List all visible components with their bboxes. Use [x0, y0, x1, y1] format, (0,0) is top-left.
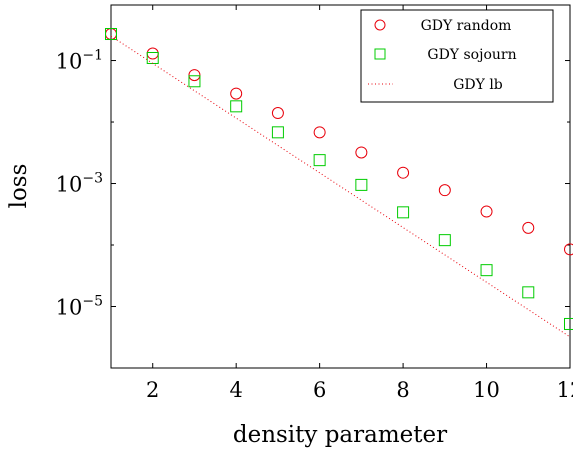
gdy-random-point — [522, 221, 535, 234]
y-axis-label: loss — [6, 164, 32, 209]
legend-marker-sojourn — [374, 48, 386, 60]
gdy-random-point — [146, 47, 159, 60]
legend-label-lb: GDY lb — [453, 77, 503, 93]
gdy-random-point — [397, 166, 410, 179]
gdy-sojourn-point — [397, 206, 410, 219]
x-axis-label: density parameter — [233, 422, 447, 448]
x-tick-label: 4 — [229, 378, 242, 402]
gdy-sojourn-point — [355, 178, 368, 191]
gdy-random-point — [271, 107, 284, 120]
x-tick-label: 12 — [557, 378, 573, 402]
y-tick-label: 10−1 — [56, 48, 103, 74]
gdy-sojourn-point — [230, 100, 243, 113]
x-tick-label: 2 — [146, 378, 159, 402]
tick-labels: 2 4 6 8 10 12 10−5 10−3 10−1 — [56, 48, 573, 402]
gdy-sojourn-point — [522, 286, 535, 299]
legend-label-random: GDY random — [421, 18, 512, 34]
gdy-random-point — [355, 146, 368, 159]
gdy-random-point — [564, 243, 573, 256]
gdy-sojourn-point — [438, 234, 451, 247]
gdy-random-point — [480, 205, 493, 218]
x-tick-label: 6 — [313, 378, 326, 402]
legend: GDY random GDY sojourn GDY lb — [360, 9, 554, 103]
gdy-sojourn-point — [188, 75, 201, 88]
series-layer — [105, 28, 573, 338]
gdy-sojourn-point — [313, 154, 326, 167]
gdy-random-point — [188, 69, 201, 82]
gdy-lb-line — [110, 35, 571, 338]
plot-frame — [110, 4, 571, 369]
gdy-sojourn-point — [564, 317, 573, 330]
gdy-random-point — [230, 87, 243, 100]
legend-marker-random — [374, 19, 386, 31]
legend-label-sojourn: GDY sojourn — [427, 47, 516, 63]
gdy-sojourn-point — [480, 264, 493, 277]
y-tick-label: 10−5 — [56, 294, 103, 320]
axis-ticks — [111, 5, 571, 369]
gdy-random-point — [313, 126, 326, 139]
gdy-sojourn-point — [105, 28, 117, 41]
legend-box — [360, 9, 554, 103]
gdy-sojourn-point — [271, 126, 284, 139]
y-tick-label: 10−3 — [56, 171, 103, 197]
gdy-random-point — [438, 184, 451, 197]
x-tick-label: 8 — [396, 378, 409, 402]
x-tick-label: 10 — [473, 378, 500, 402]
